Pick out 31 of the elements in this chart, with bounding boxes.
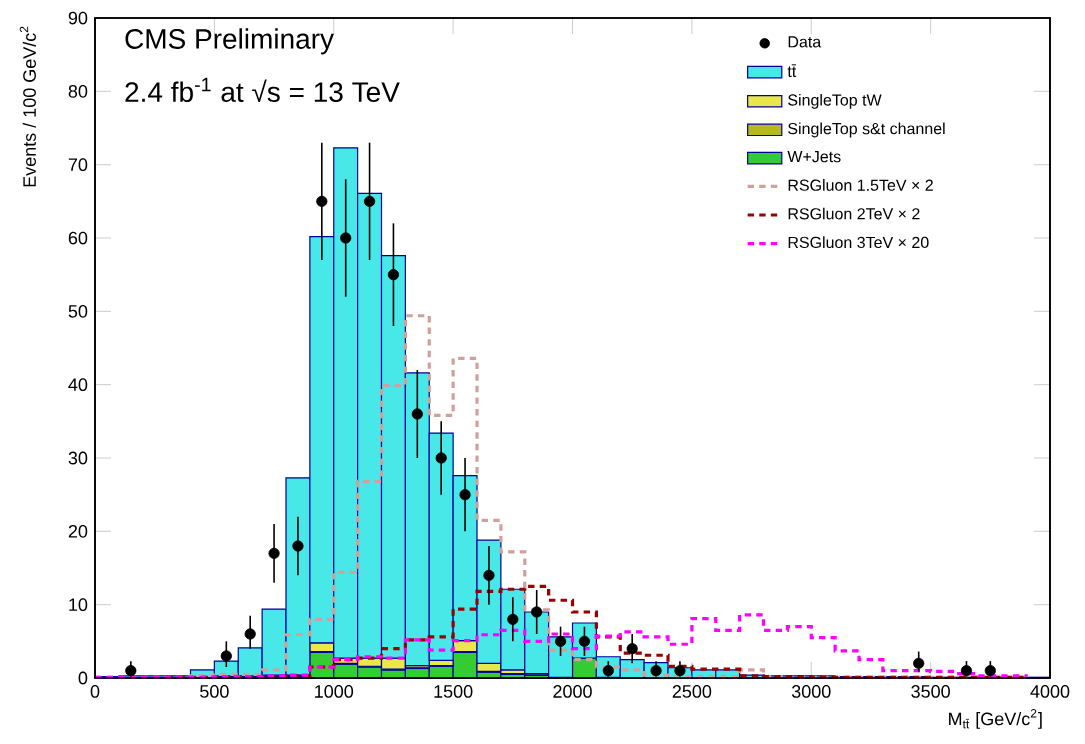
y-tick-label: 20 bbox=[68, 524, 88, 538]
y-tick-label: 40 bbox=[68, 378, 88, 392]
x-axis-title: M$_{tt̄}$ [GeV/c$^{2}$] bbox=[949, 709, 1042, 729]
x-tick-label: 3500 bbox=[911, 685, 950, 698]
y-tick-label: 50 bbox=[68, 304, 88, 318]
y-tick-label: 0 bbox=[78, 671, 88, 685]
annotation: CMS Preliminary bbox=[125, 28, 334, 55]
y-tick-label: 60 bbox=[68, 231, 88, 245]
x-tick-label: 1000 bbox=[315, 685, 354, 698]
y-tick-label: 80 bbox=[68, 84, 88, 98]
x-tick-label: 1500 bbox=[434, 685, 473, 698]
x-tick-label: 3000 bbox=[791, 685, 831, 698]
y-tick-label: 30 bbox=[68, 451, 88, 465]
legend-label: SingleTop s&t channel bbox=[788, 122, 945, 138]
legend-label: Data bbox=[788, 36, 822, 48]
legend-label: RSGluon 1.5TeV × 2 bbox=[788, 179, 933, 191]
y-tick-label: 90 bbox=[68, 11, 88, 25]
y-axis-title: Events / 100 GeV/c$^{2}$ bbox=[19, 26, 36, 187]
y-tick-label: 70 bbox=[68, 158, 88, 172]
x-tick-label: 4000 bbox=[1030, 685, 1070, 698]
x-tick-label: 2500 bbox=[672, 685, 712, 698]
legend-label: RSGluon 2TeV × 2 bbox=[788, 207, 920, 220]
x-tick-label: 500 bbox=[200, 685, 229, 698]
annotation: 2.4 fb$^{-1}$ at √s = 13 TeV bbox=[125, 77, 400, 103]
y-tick-label: 10 bbox=[69, 598, 88, 612]
legend-label: tt̄ bbox=[787, 64, 797, 78]
x-tick-label: 0 bbox=[90, 685, 100, 698]
x-tick-label: 2000 bbox=[553, 685, 592, 698]
legend-label: W+Jets bbox=[787, 151, 841, 163]
legend-label: RSGluon 3TeV × 20 bbox=[788, 236, 929, 249]
legend-label: SingleTop tW bbox=[788, 93, 882, 109]
